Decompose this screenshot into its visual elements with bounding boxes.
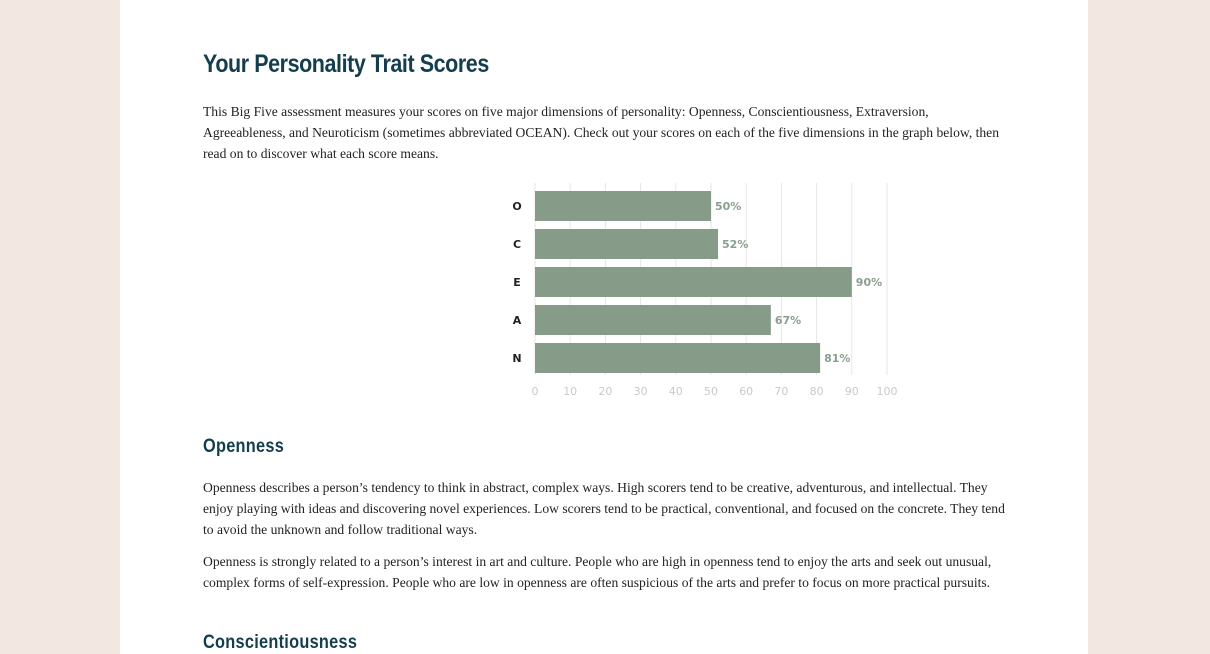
page-card: Your Personality Trait Scores This Big F… [120,0,1088,654]
chart-bar [535,191,711,221]
openness-paragraph-2: Openness is strongly related to a person… [203,554,992,590]
intro-paragraph: This Big Five assessment measures your s… [203,104,1000,161]
chart-x-tick-label: 50 [704,385,718,398]
chart-x-tick-label: 90 [845,385,859,398]
chart-value-label: 50% [715,200,741,213]
section-heading-conscientiousness: Conscientiousness [203,632,358,653]
chart-value-label: 81% [824,352,850,365]
chart-x-tick-label: 10 [563,385,577,398]
chart-bar [535,305,771,335]
chart-category-label: E [513,276,521,289]
chart-bar [535,343,821,373]
openness-paragraph-1: Openness describes a person’s tendency t… [203,480,1005,537]
chart-value-label: 52% [722,238,748,251]
chart-bar [535,229,719,259]
chart-x-tick-label: 40 [669,385,683,398]
chart-x-tick-label: 60 [739,385,753,398]
chart-bar [535,267,852,297]
chart-x-tick-label: 30 [634,385,648,398]
chart-category-label: A [513,314,522,327]
chart-category-label: C [513,238,521,251]
section-heading-openness: Openness [203,436,285,457]
chart-x-tick-label: 70 [774,385,788,398]
chart-category-label: N [512,352,521,365]
chart-value-label: 90% [856,276,882,289]
page-title: Your Personality Trait Scores [203,50,489,78]
chart-x-tick-label: 20 [598,385,612,398]
chart-value-label: 67% [775,314,801,327]
trait-score-chart: O 50% C 52% E 90% A 67% N 81% 0 10 20 30 40 50 60 70 80 90 1… [503,183,903,405]
chart-x-tick-label: 100 [877,385,898,398]
chart-x-tick-label: 80 [810,385,824,398]
chart-x-tick-label: 0 [532,385,539,398]
trait-score-chart-svg: O 50% C 52% E 90% A 67% N 81% 0 10 20 30 40 50 60 70 80 90 1… [512,183,898,398]
chart-category-label: O [512,200,521,213]
